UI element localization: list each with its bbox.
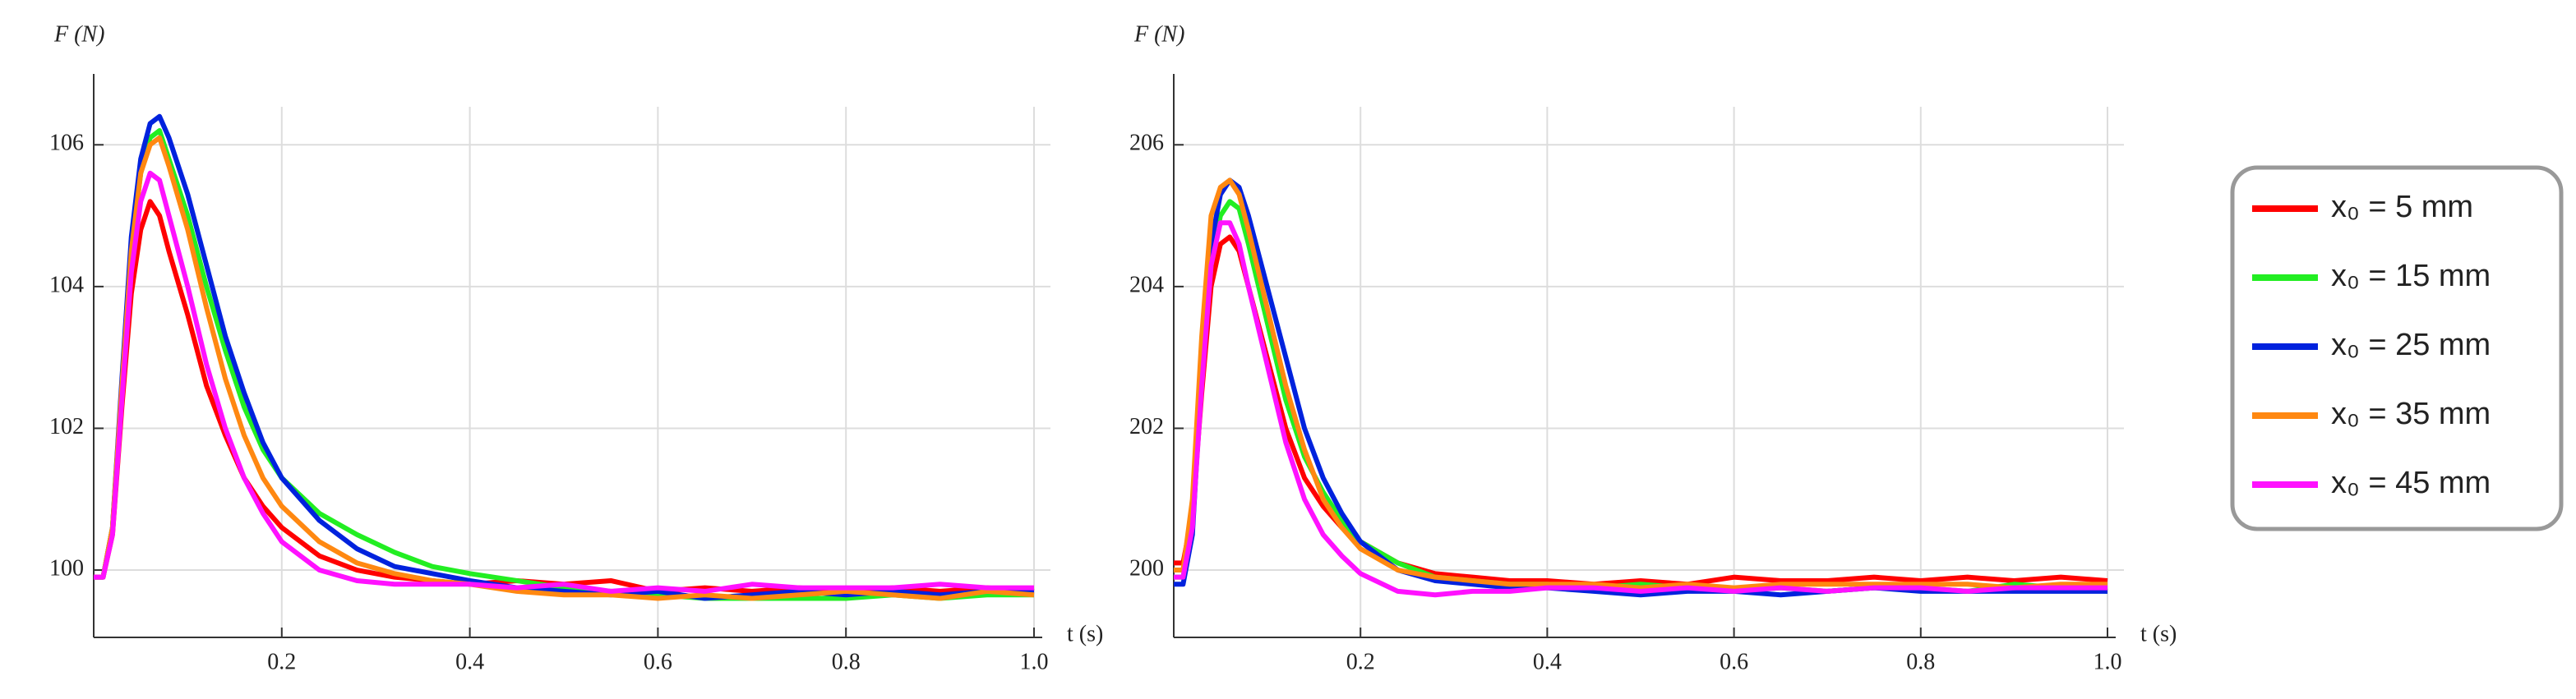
legend-label: x₀ = 45 mm — [2331, 466, 2491, 500]
x-tick-label: 1.0 — [1020, 649, 1049, 674]
x-tick-label: 0.6 — [644, 649, 672, 674]
x-tick-label: 0.8 — [832, 649, 861, 674]
y-axis-label: F (N) — [1133, 21, 1184, 47]
legend-label: x₀ = 5 mm — [2331, 190, 2473, 224]
y-tick-label: 106 — [49, 131, 84, 156]
x-tick-label: 0.6 — [1720, 649, 1748, 674]
y-tick-label: 102 — [49, 414, 84, 439]
y-tick-label: 204 — [1129, 272, 1164, 297]
x-axis-label: t (s) — [1067, 621, 1103, 646]
x-tick-label: 0.8 — [1906, 649, 1935, 674]
series-line — [1174, 234, 2108, 587]
x-tick-label: 1.0 — [2094, 649, 2122, 674]
x-tick-label: 0.2 — [267, 649, 296, 674]
x-tick-label: 0.4 — [1533, 649, 1562, 674]
legend-label: x₀ = 35 mm — [2331, 397, 2491, 431]
series-line — [1174, 177, 2107, 598]
series-line — [1174, 177, 2107, 591]
legend: x₀ = 5 mm x₀ = 15 mm x₀ = 25 mm x₀ = 35 mm x… — [2252, 190, 2491, 500]
legend-label: x₀ = 15 mm — [2331, 259, 2491, 293]
y-tick-label: 200 — [1129, 555, 1164, 581]
legend-box — [2230, 165, 2564, 531]
legend-label: x₀ = 25 mm — [2331, 328, 2491, 362]
x-tick-label: 0.4 — [455, 649, 484, 674]
y-tick-label: 202 — [1129, 414, 1164, 439]
x-tick-label: 0.2 — [1346, 649, 1375, 674]
series-line — [94, 113, 1034, 601]
series-line — [1174, 199, 2108, 594]
y-tick-label: 104 — [49, 272, 84, 297]
y-axis-label: F (N) — [53, 21, 104, 47]
x-axis-label: t (s) — [2140, 621, 2177, 646]
series-line — [94, 199, 1035, 594]
series-line — [1174, 220, 2107, 598]
y-tick-label: 206 — [1129, 131, 1164, 156]
y-tick-label: 100 — [49, 555, 84, 581]
series-line — [94, 135, 1035, 601]
series-line — [94, 170, 1034, 594]
